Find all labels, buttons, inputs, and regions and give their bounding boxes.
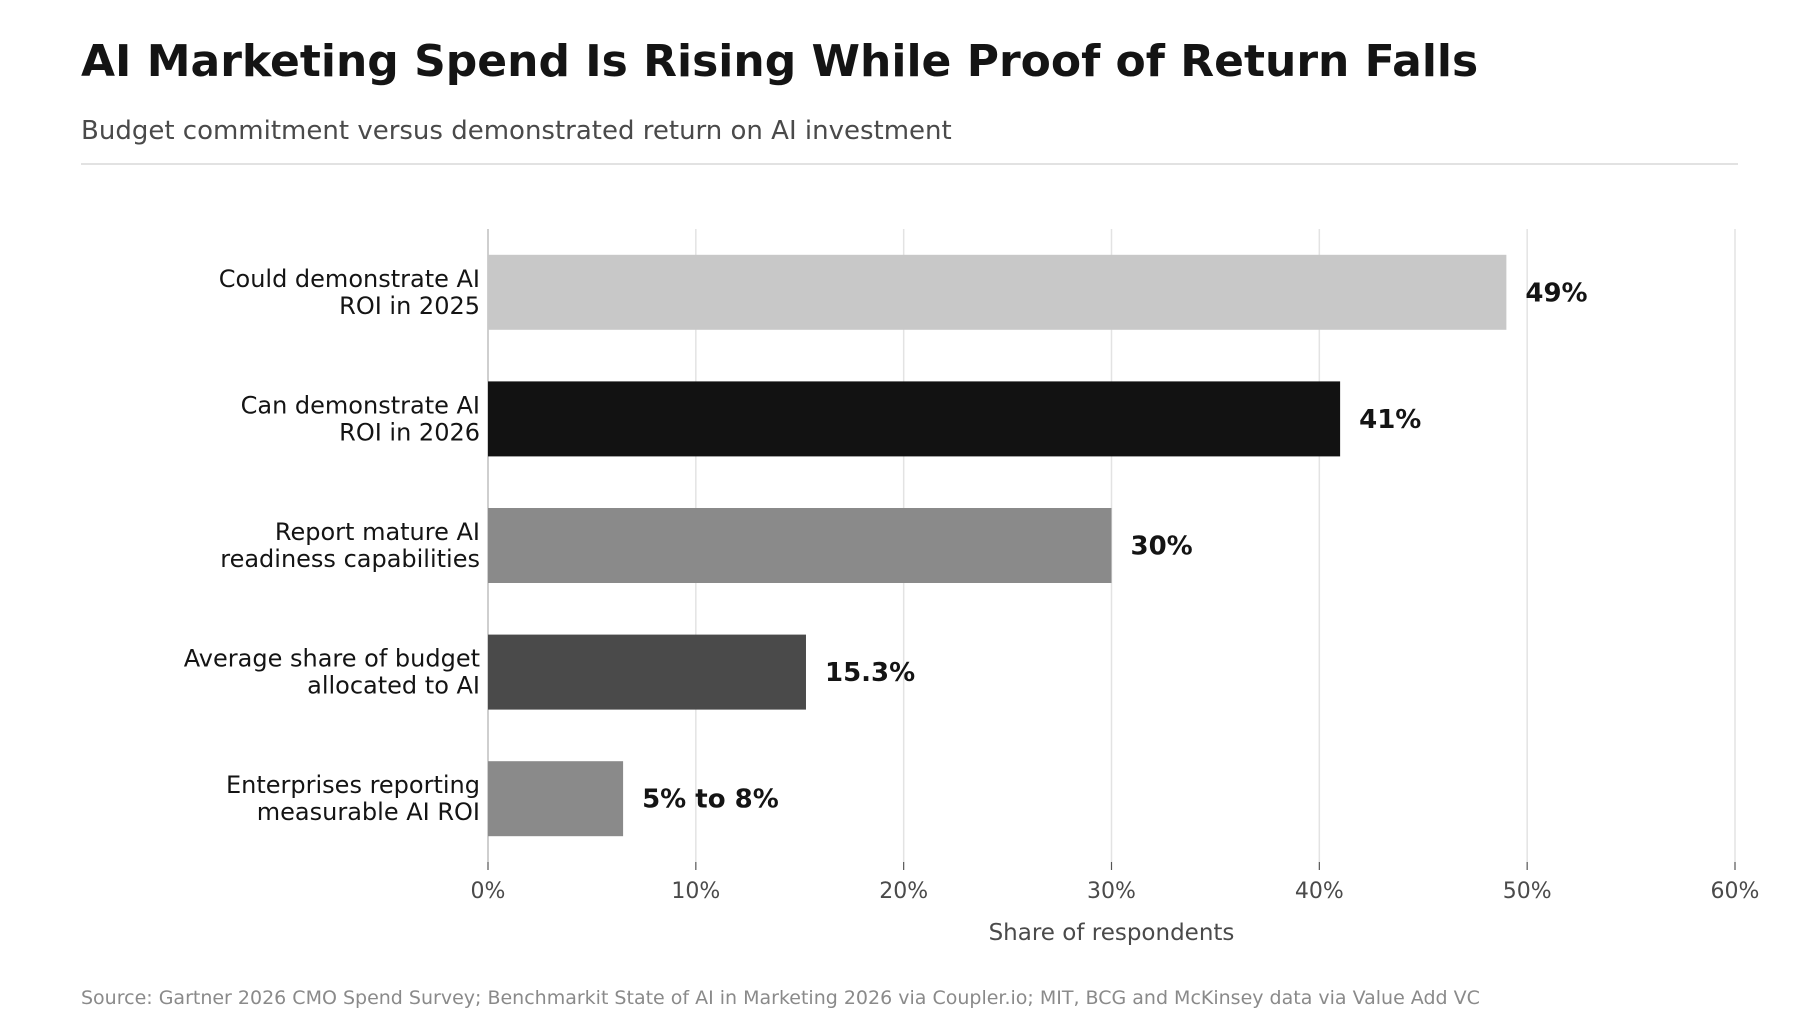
- x-tick-label: 10%: [671, 879, 720, 904]
- bar-value-label: 15.3%: [825, 658, 915, 688]
- category-label: Average share of budget allocated to AI: [184, 645, 480, 700]
- bar-value-label: 41%: [1359, 405, 1421, 435]
- bar-chart: 0% 10% 20% 30% 40% 50% 60% 49% Could demonstrate…: [184, 229, 1760, 946]
- bar: [488, 381, 1341, 457]
- category-label: Enterprises reporting measurable AI ROI: [226, 771, 480, 826]
- bar: [488, 634, 806, 710]
- chart-title: AI Marketing Spend Is Rising While Proof…: [81, 36, 1479, 87]
- bar: [488, 508, 1112, 583]
- bar-value-label: 49%: [1525, 278, 1587, 308]
- x-tick-label: 40%: [1295, 879, 1344, 904]
- category-label: Report mature AI readiness capabilities: [220, 518, 480, 573]
- x-tick-label: 50%: [1503, 879, 1552, 904]
- category-label: Could demonstrate AI ROI in 2025: [219, 265, 480, 320]
- bar: [488, 254, 1507, 330]
- bar-value-label: 5% to 8%: [642, 785, 779, 815]
- x-axis-label: Share of respondents: [989, 920, 1235, 946]
- header-divider: [81, 163, 1738, 165]
- chart-subtitle: Budget commitment versus demonstrated re…: [81, 116, 952, 146]
- x-tick-label: 30%: [1087, 879, 1136, 904]
- bar: [488, 761, 624, 837]
- x-tick-label: 0%: [471, 879, 506, 904]
- bar-value-label: 30%: [1131, 532, 1193, 562]
- x-tick-label: 60%: [1711, 879, 1760, 904]
- x-tick-label: 20%: [879, 879, 928, 904]
- category-label: Can demonstrate AI ROI in 2026: [241, 391, 480, 446]
- source-note: Source: Gartner 2026 CMO Spend Survey; B…: [81, 987, 1480, 1009]
